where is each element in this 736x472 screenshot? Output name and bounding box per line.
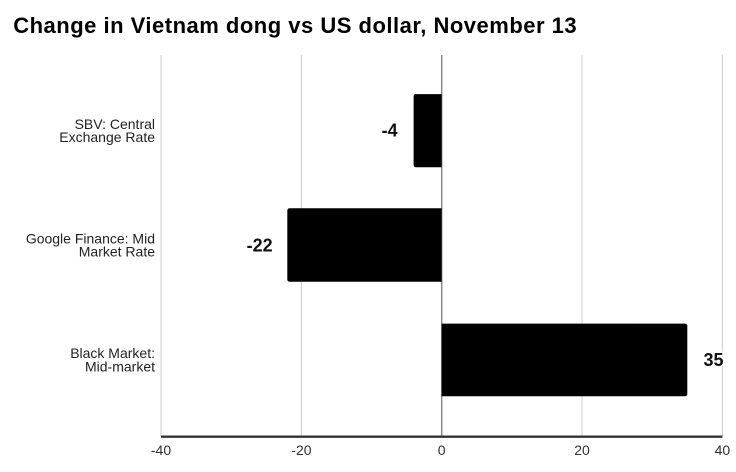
svg-text:-40: -40 bbox=[151, 442, 171, 458]
svg-text:-20: -20 bbox=[291, 442, 311, 458]
svg-text:0: 0 bbox=[438, 442, 446, 458]
svg-text:Exchange Rate: Exchange Rate bbox=[59, 129, 155, 145]
svg-text:Change in Vietnam dong vs US d: Change in Vietnam dong vs US dollar, Nov… bbox=[13, 13, 577, 38]
svg-text:-22: -22 bbox=[247, 236, 273, 256]
svg-text:40: 40 bbox=[715, 442, 731, 458]
svg-text:20: 20 bbox=[574, 442, 590, 458]
svg-text:-4: -4 bbox=[382, 120, 398, 140]
svg-text:SBV: Central: SBV: Central bbox=[75, 116, 155, 132]
svg-text:Market Rate: Market Rate bbox=[79, 244, 155, 260]
svg-text:35: 35 bbox=[704, 350, 724, 370]
svg-text:Black Market:: Black Market: bbox=[70, 345, 155, 361]
svg-text:Mid-market: Mid-market bbox=[85, 359, 155, 375]
svg-text:Google Finance: Mid: Google Finance: Mid bbox=[26, 230, 155, 246]
